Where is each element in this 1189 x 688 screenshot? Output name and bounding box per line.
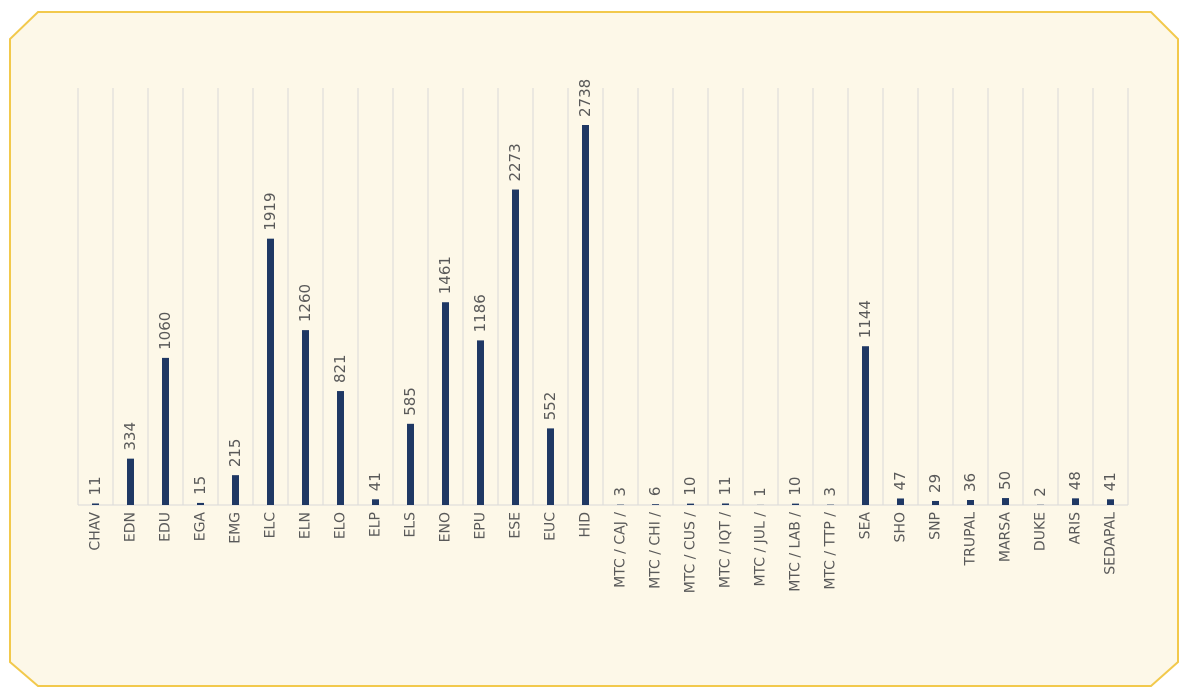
bar — [1072, 498, 1079, 505]
x-tick-label: DUKE — [1033, 512, 1049, 551]
value-label: 552 — [541, 392, 559, 421]
bar — [897, 498, 904, 505]
bar — [512, 189, 519, 505]
x-tick-label: ELS — [403, 512, 419, 538]
x-tick-label: SEA — [858, 512, 874, 540]
x-tick-label: SNP — [928, 512, 944, 540]
x-tick-label: EUC — [543, 512, 559, 541]
value-label: 1060 — [156, 312, 174, 350]
bar — [932, 500, 939, 505]
value-label: 334 — [121, 422, 139, 451]
bar — [1002, 498, 1009, 505]
bar — [582, 125, 589, 505]
bar — [92, 503, 99, 505]
bar — [267, 238, 274, 505]
bar — [197, 502, 204, 505]
value-label: 1260 — [296, 284, 314, 322]
value-label: 50 — [996, 471, 1014, 490]
value-label: 3 — [821, 487, 839, 497]
x-tick-label: ELC — [263, 512, 279, 539]
value-label: 41 — [366, 472, 384, 491]
value-label: 1919 — [261, 192, 279, 230]
value-label: 215 — [226, 439, 244, 468]
bar — [792, 503, 799, 505]
x-tick-label: EGA — [193, 512, 209, 542]
x-tick-label: ENO — [438, 512, 454, 542]
bar — [232, 475, 239, 505]
value-label: 2 — [1031, 487, 1049, 497]
x-tick-label: MARSA — [998, 512, 1014, 563]
value-label: 41 — [1101, 472, 1119, 491]
x-tick-label: MTC / CHI / — [648, 512, 664, 589]
value-label: 11 — [716, 476, 734, 495]
bar — [302, 330, 309, 505]
value-label: 821 — [331, 354, 349, 383]
bar — [862, 346, 869, 505]
bar — [967, 500, 974, 505]
bar — [1107, 499, 1114, 505]
value-label: 10 — [786, 477, 804, 496]
bar — [162, 357, 169, 505]
value-label: 10 — [681, 477, 699, 496]
bar — [547, 428, 554, 505]
value-label: 29 — [926, 474, 944, 493]
value-label: 585 — [401, 387, 419, 416]
x-tick-label: ELN — [298, 512, 314, 539]
value-label: 48 — [1066, 471, 1084, 490]
bar — [127, 458, 134, 505]
bar — [652, 504, 659, 505]
x-tick-label: EDU — [158, 512, 174, 542]
x-tick-label: CHAV — [88, 512, 104, 551]
x-tick-label: MTC / TTP / — [823, 512, 839, 590]
value-label: 1 — [751, 487, 769, 497]
bar — [442, 302, 449, 505]
value-label: 47 — [891, 471, 909, 490]
x-tick-label: EDN — [123, 512, 139, 542]
x-tick-label: SEDAPAL — [1103, 512, 1119, 575]
x-tick-label: SHO — [893, 512, 909, 542]
x-tick-label: MTC / IQT / — [718, 512, 734, 588]
bar — [372, 499, 379, 505]
bar — [722, 503, 729, 505]
frame — [9, 11, 1179, 687]
x-tick-label: ARIS — [1068, 512, 1084, 544]
x-tick-label: ESE — [508, 512, 524, 539]
x-tick-label: TRUPAL — [963, 512, 979, 567]
x-tick-label: MTC / CAJ / — [613, 512, 629, 588]
value-label: 11 — [86, 476, 104, 495]
x-tick-label: ELO — [333, 512, 349, 539]
value-label: 2738 — [576, 79, 594, 117]
x-tick-label: HID — [578, 512, 594, 537]
value-label: 3 — [611, 487, 629, 497]
x-tick-label: MTC / JUL / — [753, 512, 769, 587]
x-tick-label: EMG — [228, 512, 244, 544]
value-label: 15 — [191, 476, 209, 495]
value-label: 6 — [646, 487, 664, 497]
bar — [477, 340, 484, 505]
value-label: 1186 — [471, 294, 489, 332]
value-label: 2273 — [506, 143, 524, 181]
x-tick-label: ELP — [368, 512, 384, 537]
value-label: 1144 — [856, 300, 874, 338]
x-tick-label: MTC / LAB / — [788, 512, 804, 592]
x-tick-label: MTC / CUS / — [683, 512, 699, 594]
bar — [407, 423, 414, 505]
bar — [337, 391, 344, 505]
x-tick-label: EPU — [473, 512, 489, 540]
bar — [687, 503, 694, 505]
value-label: 36 — [961, 473, 979, 492]
value-label: 1461 — [436, 256, 454, 294]
